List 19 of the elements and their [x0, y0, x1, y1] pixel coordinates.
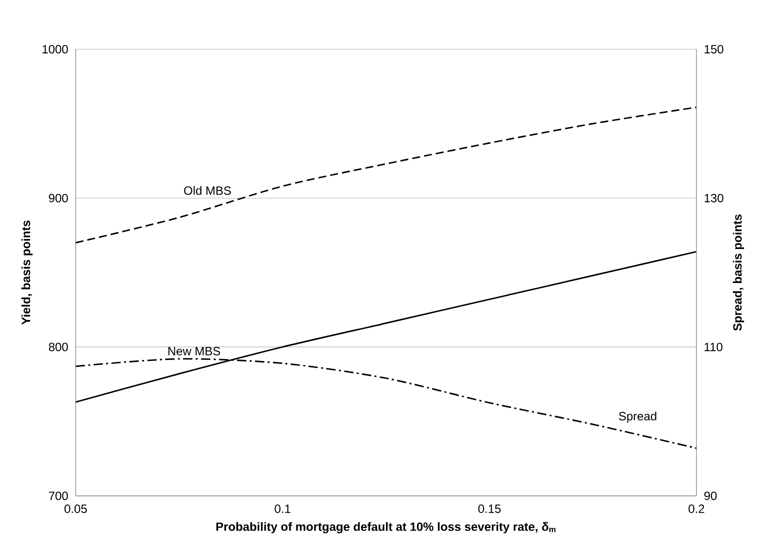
- line-series: [76, 106, 696, 244]
- x-tick-label: 0.2: [688, 504, 704, 513]
- y-tick-label: 700: [48, 492, 68, 500]
- y2-tick-label: 90: [704, 492, 717, 500]
- series-label: New MBS: [168, 346, 220, 356]
- y-tick-label: 1000: [42, 44, 68, 54]
- x-tick-label: 0.05: [64, 504, 87, 513]
- x-tick-label: 0.15: [478, 504, 501, 513]
- series-label: Spread: [618, 412, 656, 423]
- y-axis-title: Yield, basis points: [21, 220, 33, 325]
- y-tick-label: 800: [48, 342, 68, 352]
- x-tick-label: 0.1: [274, 504, 290, 513]
- y-tick-label: 900: [48, 194, 68, 202]
- y2-axis-title: Spread, basis points: [732, 214, 744, 331]
- y2-tick-label: 150: [704, 44, 724, 54]
- series-label: Old MBS: [184, 186, 231, 195]
- y2-tick-label: 110: [704, 342, 722, 352]
- y2-tick-label: 130: [704, 194, 724, 202]
- x-axis-title: Probability of mortgage default at 10% loss severity rate, δ$_{m}$: [216, 522, 556, 534]
